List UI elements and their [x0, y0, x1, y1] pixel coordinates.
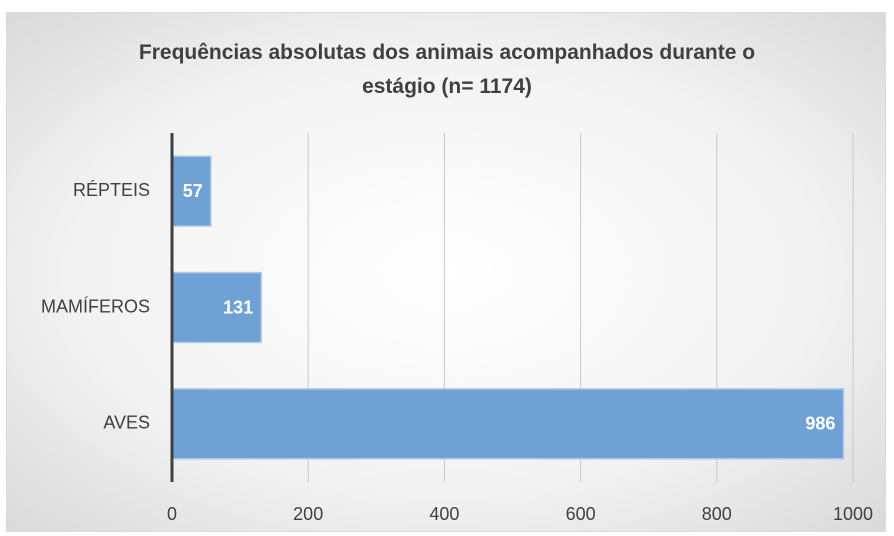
y-tick-label: MAMÍFEROS	[41, 296, 150, 316]
y-tick-label: RÉPTEIS	[73, 180, 150, 200]
value-label: 986	[805, 414, 835, 434]
chart-title: Frequências absolutas dos animais acompa…	[138, 41, 756, 98]
bar	[171, 155, 212, 227]
x-tick-label: 600	[566, 504, 596, 524]
bar	[171, 388, 845, 460]
y-tick-label: AVES	[103, 413, 150, 433]
x-tick-label: 400	[429, 504, 459, 524]
value-label: 57	[183, 181, 203, 201]
value-label: 131	[223, 297, 253, 317]
x-tick-label: 800	[702, 504, 732, 524]
x-tick-label: 200	[293, 504, 323, 524]
x-tick-label: 1000	[833, 504, 873, 524]
x-tick-label: 0	[167, 504, 177, 524]
bar	[171, 271, 262, 344]
